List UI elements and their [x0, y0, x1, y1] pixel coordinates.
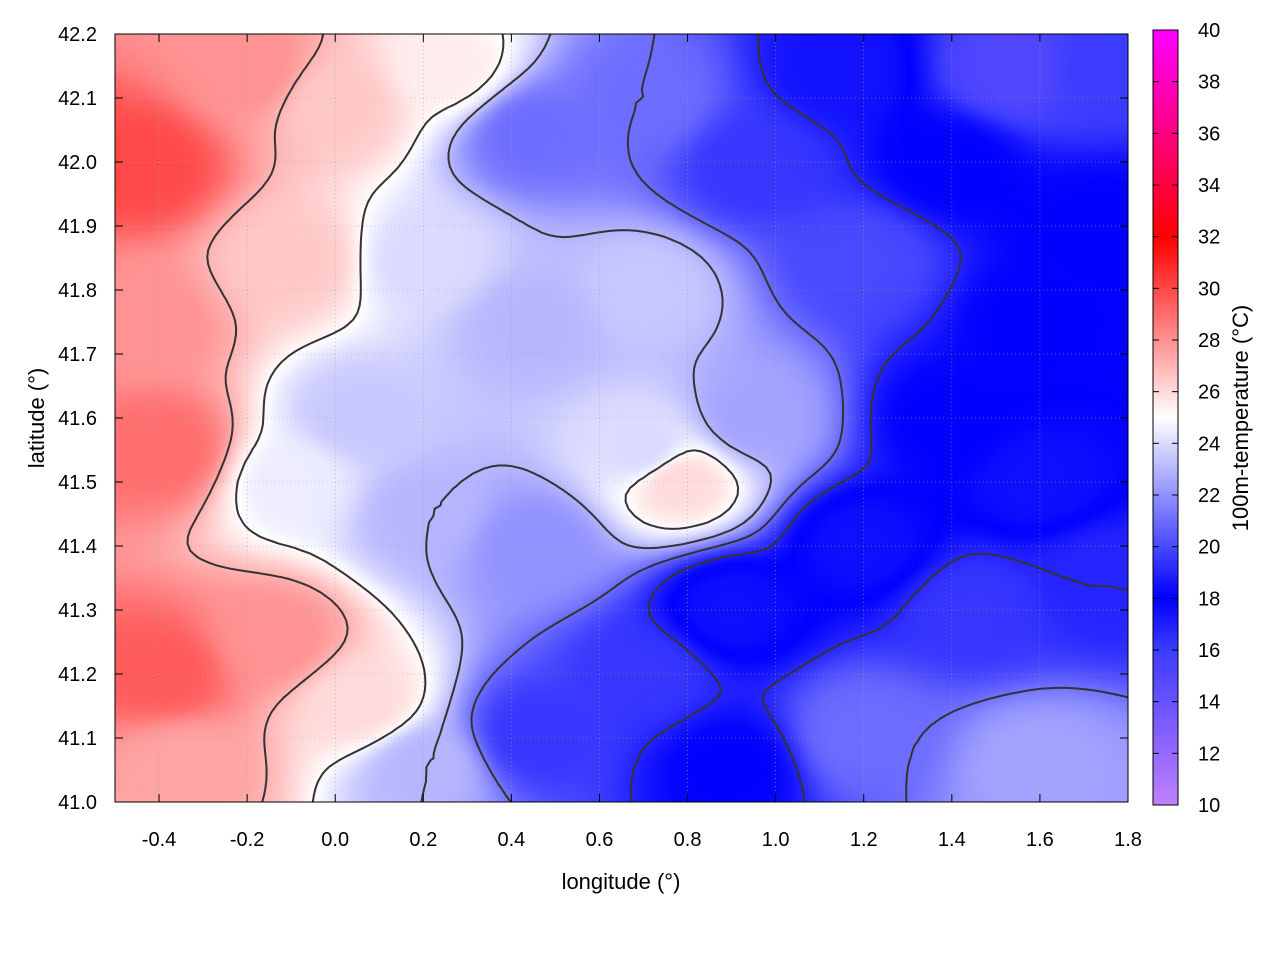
colorbar-tick-label: 18	[1198, 588, 1220, 610]
contour-line	[470, 34, 1128, 802]
colorbar-tick-label: 26	[1198, 382, 1220, 404]
grid-lines	[115, 34, 1128, 802]
colorbar-frame	[1152, 29, 1179, 806]
x-tick-label: 0.4	[497, 829, 525, 851]
colorbar-ticks: 10 12 14 16 18 20 22 24 26 28 30 32 34 36 38 40	[1153, 20, 1220, 817]
y-tick-label: 41.7	[58, 344, 97, 366]
x-tick-label: 0.2	[409, 829, 437, 851]
colorbar-tick-label: 34	[1198, 175, 1220, 197]
y-tick-label: 41.2	[58, 664, 97, 686]
colorbar-tick-label: 20	[1198, 537, 1220, 559]
x-tick-label: 1.2	[850, 829, 878, 851]
colorbar-tick-label: 30	[1198, 278, 1220, 300]
y-tick-label: 42.0	[58, 152, 97, 174]
y-tick-label: 42.1	[58, 88, 97, 110]
y-tick-label: 41.0	[58, 792, 97, 814]
x-tick-label: -0.2	[230, 829, 264, 851]
x-tick-label: 1.0	[762, 829, 790, 851]
colorbar-tick-label: 40	[1198, 20, 1220, 42]
y-tick-label: 41.1	[58, 728, 97, 750]
colorbar-tick-label: 12	[1198, 743, 1220, 765]
contour-line	[629, 34, 1128, 802]
y-tick-label: 41.9	[58, 216, 97, 238]
y-tick-label: 42.2	[58, 24, 97, 46]
contour-line	[186, 34, 349, 802]
colorbar-tick-label: 10	[1198, 795, 1220, 817]
y-axis-ticks: 41.0 41.1 41.2 41.3 41.4 41.5 41.6 41.7 41.8 41.9…	[58, 24, 1128, 814]
y-tick-label: 41.8	[58, 280, 97, 302]
colorbar-tick-label: 28	[1198, 330, 1220, 352]
colorbar	[1153, 30, 1178, 805]
colorbar-tick-label: 14	[1198, 692, 1220, 714]
contour-lines	[186, 34, 1128, 802]
x-axis-title: longitude (°)	[562, 869, 681, 894]
temperature-heatmap	[115, 34, 1128, 802]
x-tick-label: 1.8	[1114, 829, 1142, 851]
x-axis-ticks: -0.4 -0.2 0.0 0.2 0.4 0.6 0.8 1.0 1.2 1.4 1.6 1.8	[142, 34, 1142, 851]
x-tick-label: -0.4	[142, 829, 176, 851]
colorbar-tick-label: 38	[1198, 72, 1220, 94]
colorbar-title: 100m-temperature (°C)	[1228, 305, 1253, 531]
colorbar-tick-label: 36	[1198, 123, 1220, 145]
y-tick-label: 41.5	[58, 472, 97, 494]
colorbar-tick-label: 22	[1198, 485, 1220, 507]
colorbar-tick-label: 16	[1198, 640, 1220, 662]
y-tick-label: 41.4	[58, 536, 97, 558]
x-tick-label: 0.0	[321, 829, 349, 851]
y-tick-label: 41.6	[58, 408, 97, 430]
contour-line	[235, 34, 740, 802]
x-tick-label: 0.6	[586, 829, 614, 851]
colorbar-tick-label: 24	[1198, 433, 1220, 455]
x-tick-label: 0.8	[674, 829, 702, 851]
x-tick-label: 1.6	[1026, 829, 1054, 851]
contour-line	[420, 34, 773, 802]
y-tick-label: 41.3	[58, 600, 97, 622]
colorbar-tick-label: 32	[1198, 227, 1220, 249]
x-tick-label: 1.4	[938, 829, 966, 851]
y-axis-title: latitude (°)	[24, 368, 49, 469]
